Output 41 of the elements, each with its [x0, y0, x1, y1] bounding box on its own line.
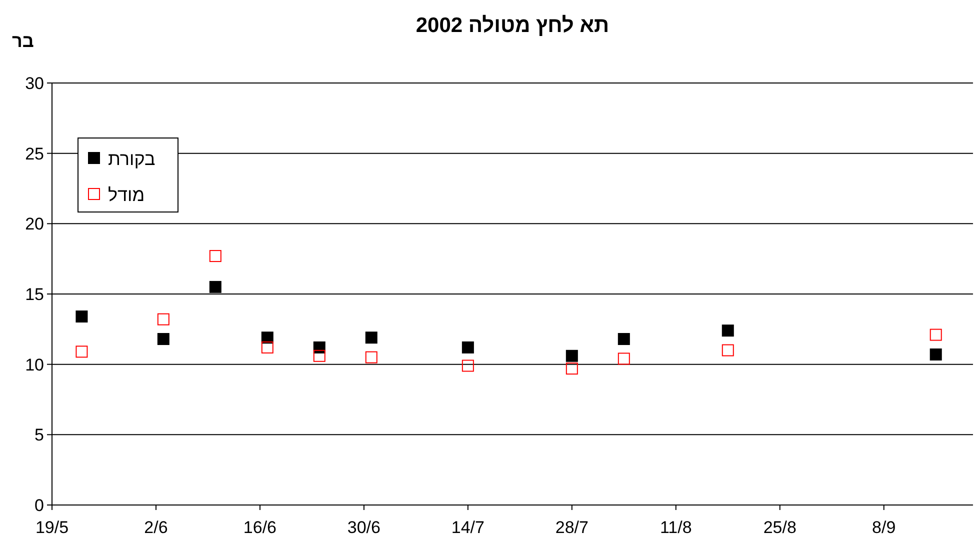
point: [722, 324, 734, 337]
point: [261, 341, 274, 354]
point: [209, 250, 222, 262]
point: [722, 344, 734, 356]
point: [462, 360, 474, 372]
x-tick-label: 30/6: [347, 518, 380, 537]
point: [618, 333, 630, 346]
point: [157, 333, 170, 346]
y-tick-label: 10: [25, 355, 44, 374]
point: [930, 328, 942, 341]
x-tick-label: 25/8: [763, 518, 796, 537]
y-tick-label: 0: [34, 496, 44, 515]
point: [566, 362, 578, 375]
point: [462, 341, 474, 354]
y-tick-label: 30: [25, 74, 44, 93]
point: [209, 280, 222, 293]
legend-label: מודל: [108, 185, 145, 205]
point: [313, 350, 326, 362]
x-tick-label: 19/5: [35, 518, 69, 537]
x-tick-label: 28/7: [555, 518, 588, 537]
x-tick-label: 14/7: [451, 518, 484, 537]
x-tick-label: 2/6: [144, 518, 168, 537]
y-tick-label: 15: [25, 285, 44, 304]
y-tick-label: 20: [25, 214, 44, 234]
x-tick-label: 16/6: [243, 518, 277, 537]
point: [157, 313, 170, 326]
x-tick-label: 8/9: [872, 518, 896, 537]
y-tick-label: 25: [25, 144, 44, 164]
x-tick-label: 11/8: [660, 518, 692, 537]
point: [566, 350, 578, 362]
y-tick-label: 5: [34, 426, 44, 445]
legend-label: בקורת: [108, 149, 156, 169]
point: [930, 348, 942, 360]
point: [365, 332, 378, 344]
point: [76, 346, 88, 358]
y-axis-title: בר: [12, 31, 34, 51]
point: [618, 352, 630, 365]
chart-title: תא לחץ מטולה 2002: [416, 14, 610, 37]
point: [261, 332, 274, 344]
point: [365, 351, 378, 364]
point: [76, 310, 88, 323]
